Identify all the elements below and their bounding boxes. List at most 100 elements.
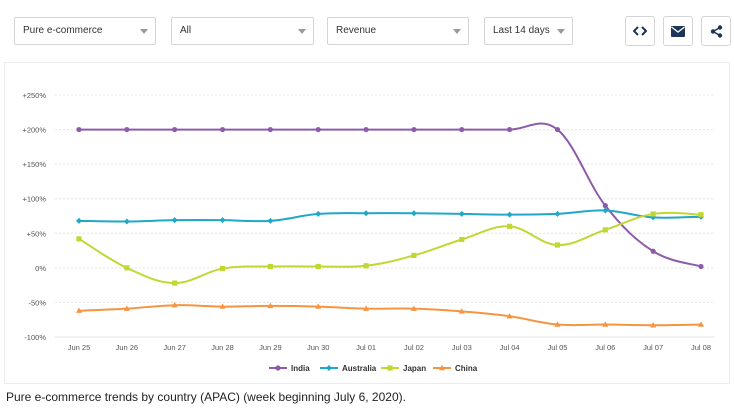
x-tick-label: Jun 27 [163, 343, 186, 352]
data-point-japan [650, 211, 656, 217]
data-point-china [171, 301, 178, 308]
data-point-japan [363, 263, 369, 269]
share-button[interactable] [701, 16, 731, 46]
x-tick-label: Jul 02 [404, 343, 424, 352]
data-point-china [506, 313, 513, 319]
data-point-china [554, 321, 561, 327]
x-tick-label: Jun 25 [68, 343, 91, 352]
legend-marker-china [439, 364, 445, 371]
y-tick-label: +200% [22, 126, 46, 135]
metric-dropdown-value: Revenue [336, 25, 377, 36]
data-point-australia [410, 210, 417, 217]
data-point-australia [363, 210, 370, 217]
channel-dropdown[interactable]: Pure e-commerce [14, 17, 156, 45]
legend-marker-australia [326, 365, 332, 371]
x-tick-label: Jul 07 [643, 343, 663, 352]
chevron-down-icon [453, 29, 461, 34]
x-tick-label: Jun 30 [307, 343, 330, 352]
series-line-australia [78, 209, 702, 223]
legend-label-japan: Japan [403, 364, 426, 373]
data-point-china [76, 307, 82, 313]
y-tick-label: -50% [28, 298, 46, 307]
data-point-china [123, 305, 130, 311]
data-point-india [698, 263, 704, 270]
code-embed-icon [633, 26, 647, 36]
data-point-japan [172, 280, 178, 286]
data-point-australia [219, 217, 226, 224]
x-tick-label: Jul 08 [691, 343, 711, 352]
embed-button[interactable] [625, 16, 655, 46]
data-point-india [650, 248, 656, 254]
data-point-india [411, 126, 417, 133]
line-chart: -100% -50% 0% +50% +100% +150% +200% +250% Jun 2… [22, 91, 715, 373]
data-point-china [650, 322, 657, 328]
y-tick-label: +150% [22, 160, 46, 169]
data-point-china [267, 302, 274, 309]
legend-marker-india [275, 365, 281, 371]
data-point-india [219, 126, 226, 133]
chart-container: -100% -50% 0% +50% +100% +150% +200% +250% Jun 2… [4, 62, 730, 384]
data-point-india [459, 126, 465, 133]
x-tick-label: Jun 26 [116, 343, 139, 352]
chart-toolbar: Pure e-commerce All Revenue Last 14 days [0, 0, 734, 62]
data-point-australia [267, 217, 274, 224]
envelope-icon [671, 25, 685, 37]
segment-dropdown[interactable]: All [171, 17, 314, 45]
data-point-australia [506, 211, 513, 218]
metric-dropdown[interactable]: Revenue [327, 17, 469, 45]
x-tick-label: Jun 29 [259, 343, 282, 352]
data-point-india [76, 126, 82, 133]
legend-label-india: India [291, 364, 310, 373]
data-point-india [172, 126, 178, 133]
data-point-china [315, 303, 322, 309]
series-line-india [79, 122, 702, 268]
data-point-australia [554, 210, 561, 217]
data-point-japan [267, 263, 273, 270]
segment-dropdown-value: All [180, 25, 192, 36]
series-line-china [78, 304, 702, 327]
data-point-japan [124, 265, 130, 271]
data-point-india [315, 126, 321, 133]
data-point-india [507, 126, 513, 133]
share-icon [710, 24, 722, 38]
x-tick-label: Jul 05 [547, 343, 567, 352]
y-tick-label: -100% [24, 333, 46, 342]
data-point-australia [315, 210, 322, 217]
data-point-australia [123, 218, 130, 225]
data-point-japan [411, 252, 417, 259]
period-dropdown-value: Last 14 days [493, 25, 550, 36]
data-point-australia [602, 207, 609, 214]
data-point-india [554, 126, 561, 133]
x-tick-label: Jul 03 [452, 343, 472, 352]
x-tick-label: Jul 04 [500, 343, 520, 352]
period-dropdown[interactable]: Last 14 days [484, 17, 573, 45]
data-point-australia [76, 217, 82, 224]
y-tick-label: +100% [22, 195, 46, 204]
data-point-china [410, 305, 417, 311]
data-point-australia [171, 217, 178, 224]
data-point-china [219, 303, 226, 309]
legend-label-china: China [455, 364, 478, 373]
chevron-down-icon [298, 29, 306, 34]
data-point-china [602, 321, 609, 327]
y-tick-label: 0% [35, 264, 46, 273]
data-point-japan [219, 265, 226, 272]
x-tick-label: Jun 28 [211, 343, 234, 352]
data-point-japan [698, 212, 704, 218]
data-point-japan [554, 242, 561, 248]
chevron-down-icon [557, 29, 565, 34]
data-point-india [267, 126, 273, 133]
series-line-japan [78, 211, 702, 285]
data-point-japan [602, 227, 608, 233]
data-point-australia [458, 210, 465, 217]
data-point-china [698, 321, 704, 327]
x-tick-label: Jul 06 [595, 343, 615, 352]
y-tick-label: +250% [22, 91, 46, 100]
data-point-china [458, 308, 465, 314]
chevron-down-icon [140, 29, 148, 34]
legend-label-australia: Australia [342, 364, 377, 373]
data-point-india [363, 126, 369, 133]
email-button[interactable] [663, 16, 693, 46]
data-point-japan [315, 263, 321, 270]
x-tick-label: Jul 01 [356, 343, 376, 352]
